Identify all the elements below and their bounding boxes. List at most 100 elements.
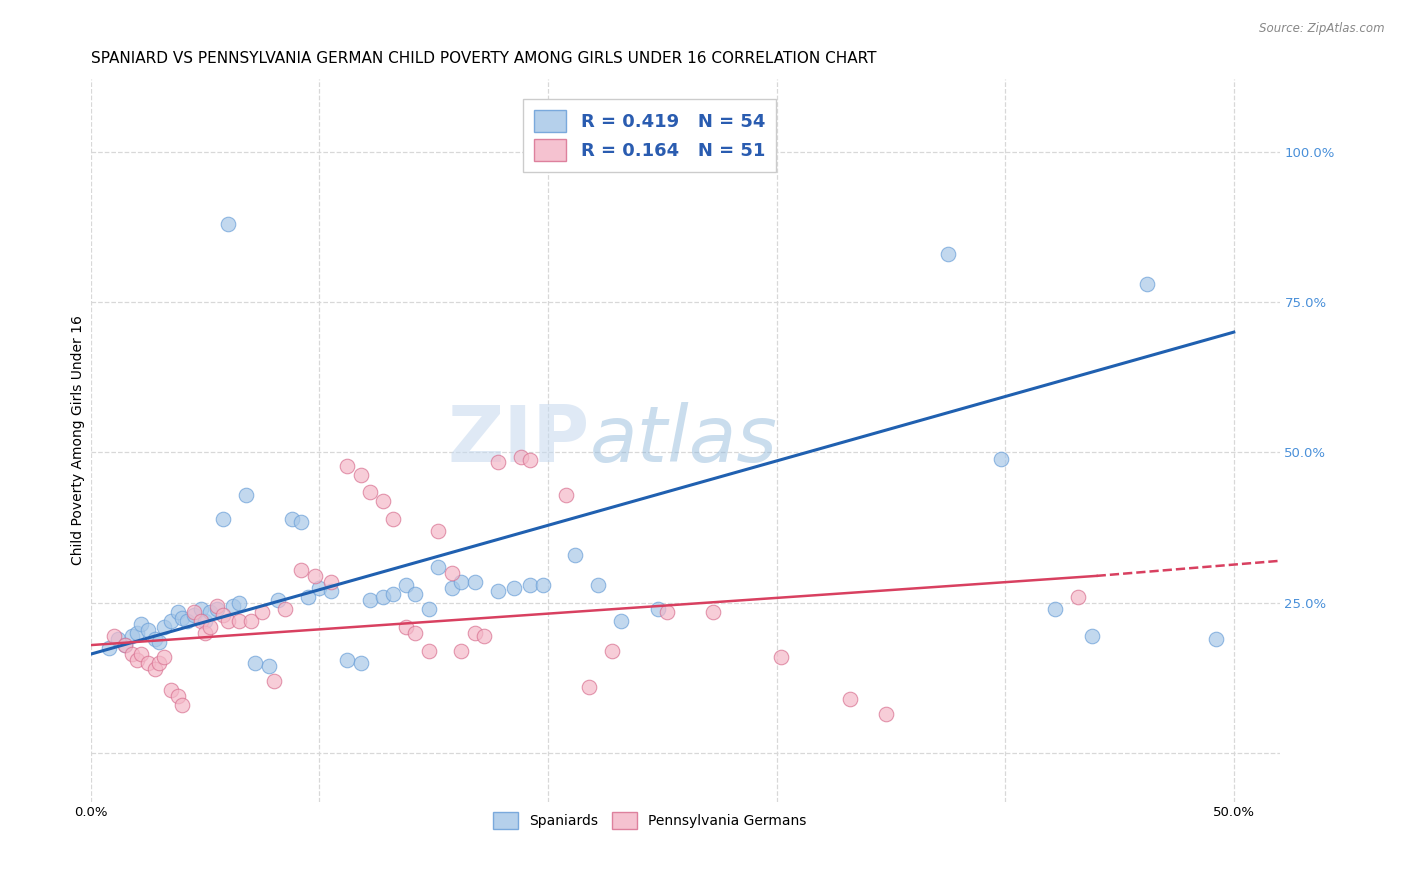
Point — [148, 656, 170, 670]
Point — [194, 614, 217, 628]
Text: atlas: atlas — [591, 402, 778, 478]
Text: Source: ZipAtlas.com: Source: ZipAtlas.com — [1260, 22, 1385, 36]
Point — [205, 602, 228, 616]
Point — [235, 488, 257, 502]
Point — [359, 593, 381, 607]
Point — [509, 450, 531, 465]
Point — [319, 583, 342, 598]
Point — [252, 605, 274, 619]
Point — [245, 656, 267, 670]
Point — [136, 656, 159, 670]
Point — [114, 638, 136, 652]
Point — [564, 548, 586, 562]
Point — [172, 611, 194, 625]
Point — [217, 217, 239, 231]
Point — [148, 635, 170, 649]
Point — [578, 680, 600, 694]
Point — [770, 650, 793, 665]
Point — [114, 638, 136, 652]
Point — [336, 458, 359, 473]
Point — [702, 605, 724, 619]
Point — [875, 707, 897, 722]
Point — [217, 614, 239, 628]
Text: SPANIARD VS PENNSYLVANIA GERMAN CHILD POVERTY AMONG GIRLS UNDER 16 CORRELATION C: SPANIARD VS PENNSYLVANIA GERMAN CHILD PO… — [91, 51, 876, 66]
Point — [183, 607, 205, 622]
Point — [1067, 590, 1090, 604]
Point — [190, 614, 212, 628]
Point — [349, 468, 371, 483]
Point — [404, 626, 426, 640]
Point — [450, 644, 472, 658]
Point — [936, 247, 959, 261]
Point — [153, 650, 176, 665]
Point — [281, 512, 304, 526]
Point — [427, 524, 450, 538]
Point — [183, 605, 205, 619]
Point — [404, 587, 426, 601]
Point — [381, 587, 404, 601]
Point — [190, 602, 212, 616]
Point — [464, 574, 486, 589]
Point — [159, 683, 181, 698]
Point — [519, 452, 541, 467]
Point — [176, 614, 198, 628]
Y-axis label: Child Poverty Among Girls Under 16: Child Poverty Among Girls Under 16 — [72, 316, 86, 566]
Point — [228, 596, 250, 610]
Point — [239, 614, 262, 628]
Legend: Spaniards, Pennsylvania Germans: Spaniards, Pennsylvania Germans — [488, 806, 811, 834]
Point — [395, 578, 418, 592]
Point — [143, 632, 166, 646]
Point — [274, 602, 297, 616]
Point — [212, 512, 235, 526]
Point — [198, 620, 221, 634]
Point — [159, 614, 181, 628]
Point — [263, 674, 285, 689]
Point — [166, 690, 188, 704]
Point — [212, 607, 235, 622]
Point — [555, 488, 578, 502]
Point — [304, 569, 326, 583]
Point — [290, 515, 312, 529]
Point — [121, 629, 143, 643]
Point — [395, 620, 418, 634]
Point — [533, 578, 555, 592]
Point — [129, 647, 152, 661]
Point — [440, 566, 463, 580]
Point — [349, 656, 371, 670]
Point — [990, 451, 1012, 466]
Point — [136, 623, 159, 637]
Point — [336, 653, 359, 667]
Point — [486, 454, 509, 468]
Point — [125, 653, 148, 667]
Point — [198, 605, 221, 619]
Point — [297, 590, 319, 604]
Point — [655, 605, 678, 619]
Point — [228, 614, 250, 628]
Point — [519, 578, 541, 592]
Point — [600, 644, 623, 658]
Point — [1081, 629, 1104, 643]
Point — [267, 593, 290, 607]
Point — [486, 583, 509, 598]
Point — [205, 599, 228, 613]
Point — [359, 484, 381, 499]
Point — [103, 629, 125, 643]
Point — [1045, 602, 1067, 616]
Point — [418, 644, 440, 658]
Point — [647, 602, 669, 616]
Point — [221, 599, 243, 613]
Point — [129, 617, 152, 632]
Point — [308, 581, 330, 595]
Point — [427, 559, 450, 574]
Point — [464, 626, 486, 640]
Point — [381, 512, 404, 526]
Point — [319, 574, 342, 589]
Point — [502, 581, 524, 595]
Point — [172, 698, 194, 713]
Text: ZIP: ZIP — [449, 402, 591, 478]
Point — [418, 602, 440, 616]
Point — [373, 590, 395, 604]
Point — [194, 626, 217, 640]
Point — [440, 581, 463, 595]
Point — [125, 626, 148, 640]
